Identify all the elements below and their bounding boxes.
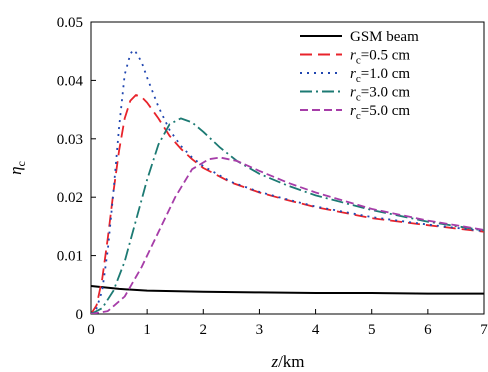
y-axis-label: ηc — [6, 161, 28, 175]
x-axis-label: z/km — [270, 352, 304, 371]
series-line-0 — [91, 285, 484, 295]
axis-ticks: 0 1 2 3 4 5 6 7 0 0.01 0.02 0.03 0.04 0.05 — [57, 15, 488, 338]
x-tick-label: 4 — [312, 322, 320, 338]
x-tick-label: 1 — [143, 322, 151, 338]
plot-area — [90, 21, 485, 315]
x-tick-label: 7 — [480, 322, 488, 338]
series-line-2 — [91, 49, 484, 314]
x-axis-label-unit: /km — [278, 352, 304, 371]
x-tick-label: 3 — [256, 322, 264, 338]
legend-label-4: rc=5.0 cm — [350, 103, 410, 122]
x-tick-label: 2 — [200, 322, 208, 338]
legend-label-2: rc=1.0 cm — [350, 66, 410, 85]
x-tick-label: 6 — [424, 322, 432, 338]
series-line-4 — [91, 156, 484, 314]
data-curves — [91, 49, 484, 314]
y-tick-label: 0.05 — [57, 15, 83, 31]
y-axis-label-sub: c — [14, 161, 28, 166]
x-axis-label-var: z — [270, 352, 278, 371]
series-line-3 — [91, 117, 484, 314]
x-tick-label: 5 — [368, 322, 376, 338]
legend-label-3: rc=3.0 cm — [350, 85, 410, 104]
y-tick-label: 0.02 — [57, 190, 83, 206]
legend-label-1: rc=0.5 cm — [350, 48, 410, 67]
series-line-1 — [91, 94, 484, 314]
legend-label-0: GSM beam — [350, 29, 419, 45]
y-tick-label: 0.01 — [57, 249, 83, 265]
y-tick-label: 0 — [76, 307, 84, 323]
y-axis-label-var: η — [6, 166, 25, 174]
y-tick-label: 0.03 — [57, 132, 83, 148]
x-tick-label: 0 — [87, 322, 95, 338]
y-tick-label: 0.04 — [57, 73, 84, 89]
